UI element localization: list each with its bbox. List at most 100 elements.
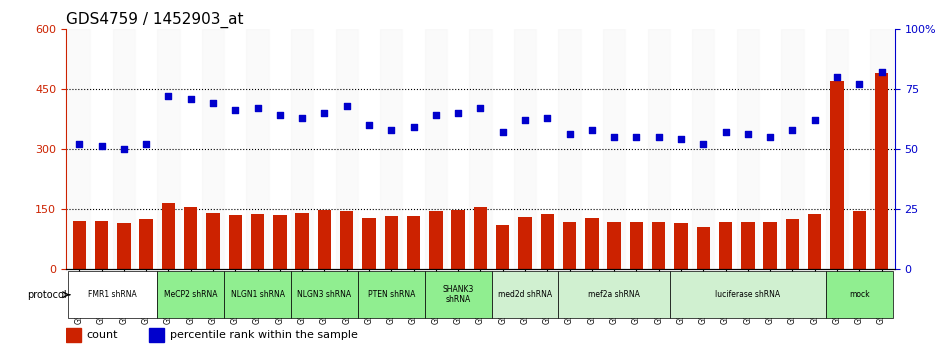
Bar	[652, 222, 665, 269]
Bar	[247, 29, 268, 269]
Bar	[314, 29, 335, 269]
Bar	[117, 223, 131, 269]
Bar	[559, 29, 580, 269]
Point	[362, 122, 377, 128]
Bar	[714, 29, 737, 269]
Bar	[157, 29, 180, 269]
Bar	[563, 221, 577, 269]
Bar	[741, 221, 755, 269]
Bar	[135, 29, 157, 269]
FancyBboxPatch shape	[492, 271, 559, 318]
Bar	[340, 211, 353, 269]
Bar	[139, 219, 153, 269]
Bar	[804, 29, 826, 269]
Bar	[853, 211, 866, 269]
Bar	[381, 29, 402, 269]
Bar	[848, 29, 870, 269]
Point	[138, 141, 154, 147]
Text: mef2a shRNA: mef2a shRNA	[588, 290, 640, 299]
Bar	[541, 213, 554, 269]
Bar	[66, 328, 81, 342]
Point	[829, 74, 844, 80]
Point	[607, 134, 622, 140]
Point	[183, 95, 198, 101]
Bar	[180, 29, 202, 269]
Bar	[670, 29, 692, 269]
Point	[874, 69, 889, 75]
Point	[562, 131, 577, 137]
Text: luciferase shRNA: luciferase shRNA	[715, 290, 780, 299]
Bar	[737, 29, 759, 269]
Point	[696, 141, 711, 147]
Point	[429, 113, 444, 118]
Bar	[875, 73, 888, 269]
Point	[161, 93, 176, 99]
Point	[651, 134, 666, 140]
Bar	[224, 29, 247, 269]
FancyBboxPatch shape	[559, 271, 670, 318]
Point	[228, 107, 243, 113]
FancyBboxPatch shape	[68, 271, 157, 318]
Bar	[580, 29, 603, 269]
Bar	[447, 29, 469, 269]
Bar	[317, 209, 332, 269]
Point	[473, 105, 488, 111]
Point	[406, 125, 421, 130]
Bar	[268, 29, 291, 269]
Bar	[206, 213, 219, 269]
FancyBboxPatch shape	[157, 271, 224, 318]
Bar	[363, 217, 376, 269]
Point	[205, 101, 220, 106]
Bar	[229, 215, 242, 269]
Point	[584, 127, 599, 132]
Bar	[513, 29, 536, 269]
Text: NLGN3 shRNA: NLGN3 shRNA	[298, 290, 351, 299]
Point	[72, 141, 87, 147]
Bar	[826, 29, 848, 269]
Text: med2d shRNA: med2d shRNA	[498, 290, 552, 299]
Bar	[384, 216, 398, 269]
Bar	[786, 219, 799, 269]
Bar	[73, 221, 86, 269]
Point	[718, 129, 733, 135]
Bar	[335, 29, 358, 269]
Point	[94, 143, 109, 149]
Bar	[425, 29, 447, 269]
FancyBboxPatch shape	[826, 271, 893, 318]
Bar	[696, 227, 710, 269]
Point	[450, 110, 465, 116]
Bar	[870, 29, 893, 269]
Bar	[808, 213, 821, 269]
Bar	[184, 207, 198, 269]
Point	[629, 134, 644, 140]
Bar	[719, 221, 732, 269]
Point	[295, 115, 310, 121]
Point	[272, 113, 287, 118]
FancyBboxPatch shape	[291, 271, 358, 318]
Bar	[407, 216, 420, 269]
Bar	[113, 29, 135, 269]
Text: PTEN shRNA: PTEN shRNA	[367, 290, 415, 299]
Bar	[518, 217, 531, 269]
Bar	[474, 207, 487, 269]
Text: mock: mock	[849, 290, 869, 299]
Bar	[273, 215, 286, 269]
Text: SHANK3
shRNA: SHANK3 shRNA	[443, 285, 474, 305]
Bar	[251, 213, 265, 269]
Point	[740, 131, 755, 137]
Text: percentile rank within the sample: percentile rank within the sample	[170, 330, 357, 340]
Bar	[692, 29, 714, 269]
Bar	[469, 29, 492, 269]
Bar	[202, 29, 224, 269]
Point	[117, 146, 132, 152]
Bar	[763, 222, 777, 269]
Text: NLGN1 shRNA: NLGN1 shRNA	[231, 290, 284, 299]
Bar	[536, 29, 559, 269]
Point	[807, 117, 822, 123]
FancyBboxPatch shape	[670, 271, 826, 318]
Bar	[296, 213, 309, 269]
Point	[517, 117, 532, 123]
Bar	[647, 29, 670, 269]
FancyBboxPatch shape	[358, 271, 425, 318]
Bar	[585, 217, 598, 269]
